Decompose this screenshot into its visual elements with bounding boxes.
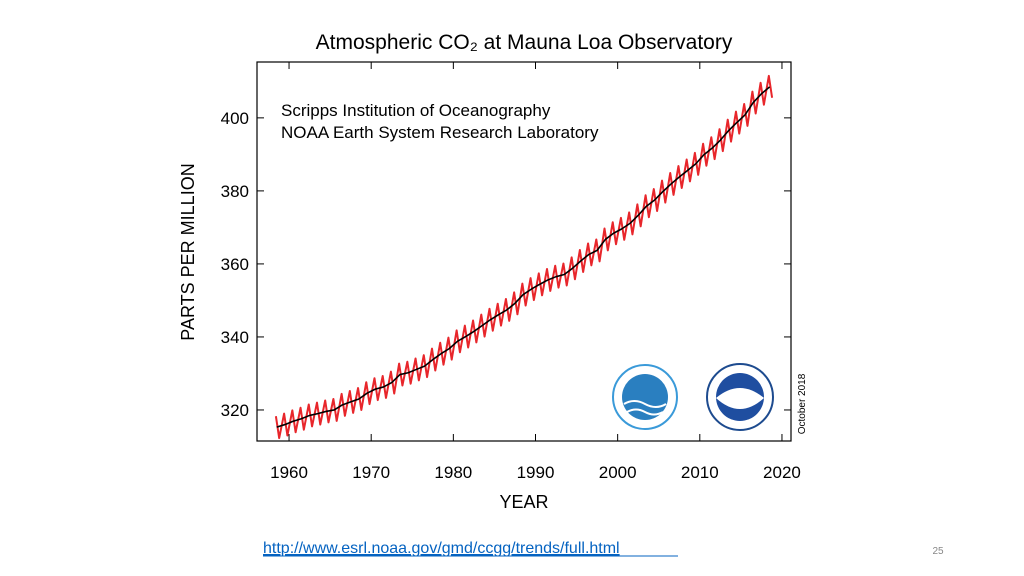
y-tick-label: 380 xyxy=(221,182,249,201)
scripps-logo xyxy=(612,364,678,430)
x-tick-label: 1990 xyxy=(517,463,555,482)
y-tick-label: 340 xyxy=(221,328,249,347)
x-tick-label: 2020 xyxy=(763,463,801,482)
annotation: October 2018 xyxy=(797,373,808,434)
page-number: 25 xyxy=(932,546,944,557)
y-tick-label: 400 xyxy=(221,109,249,128)
y-tick-label: 320 xyxy=(221,401,249,420)
chart-title: Atmospheric CO₂ at Mauna Loa Observatory xyxy=(316,31,733,54)
x-tick-label: 1970 xyxy=(352,463,390,482)
x-axis-label: YEAR xyxy=(499,492,548,512)
y-tick-label: 360 xyxy=(221,255,249,274)
x-tick-label: 1980 xyxy=(434,463,472,482)
series-line xyxy=(276,86,771,428)
x-tick-label: 2000 xyxy=(599,463,637,482)
source-link[interactable]: http://www.esrl.noaa.gov/gmd/ccgg/trends… xyxy=(263,540,620,557)
x-tick-label: 2010 xyxy=(681,463,719,482)
subtitle: Scripps Institution of Oceanography xyxy=(281,101,551,120)
noaa-logo xyxy=(706,363,774,431)
plot-frame xyxy=(256,61,792,442)
subtitle: NOAA Earth System Research Laboratory xyxy=(281,123,599,142)
x-tick-label: 1960 xyxy=(270,463,308,482)
y-axis-label: PARTS PER MILLION xyxy=(178,163,198,340)
